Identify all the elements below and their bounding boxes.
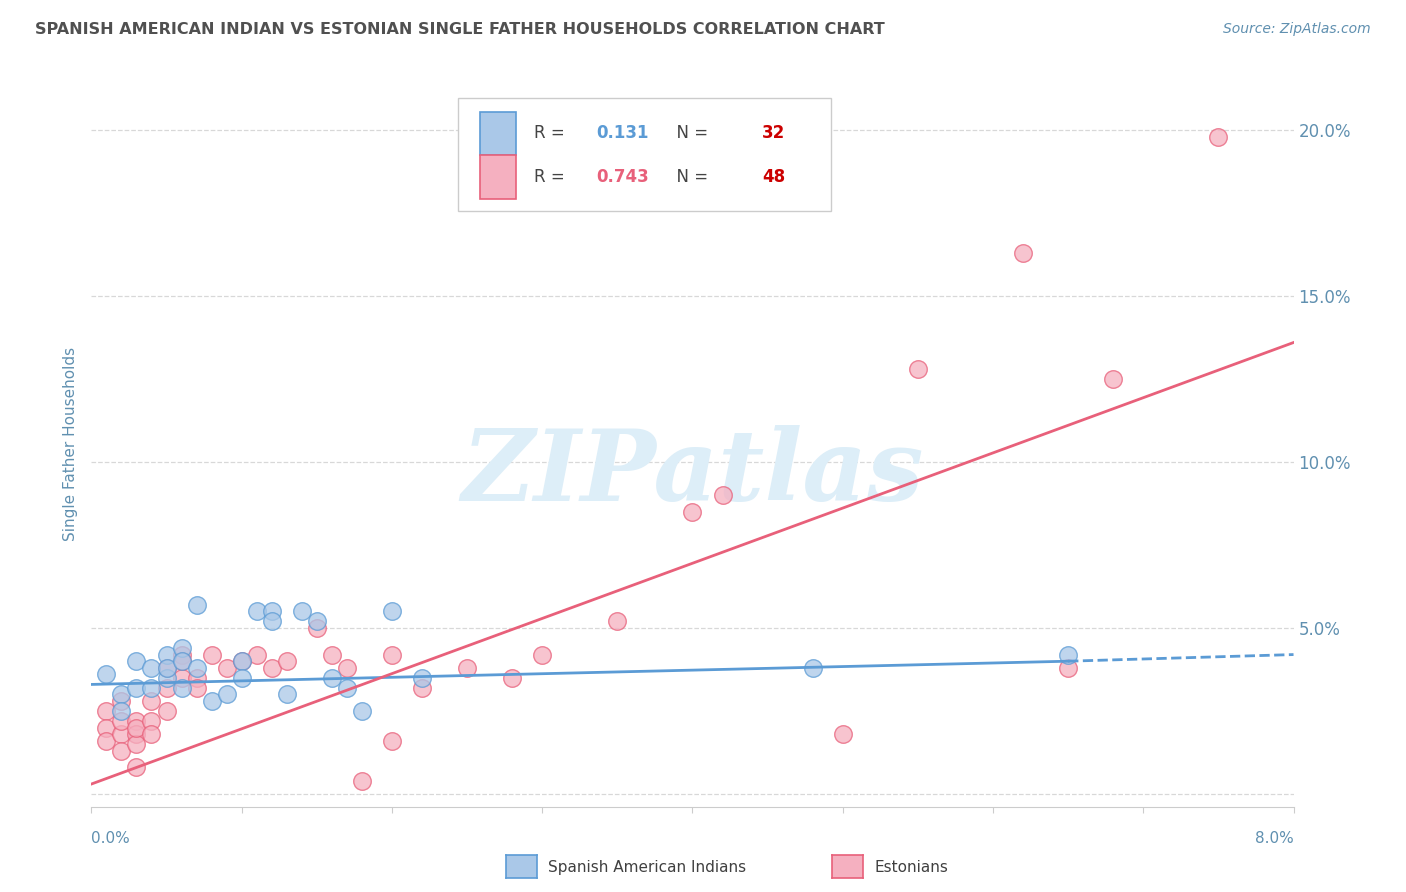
Point [381,604,404,618]
Point [170,648,193,662]
Point [141,714,163,728]
Point [1057,661,1080,675]
Point [260,615,283,629]
Point [350,704,373,718]
Point [606,615,628,629]
Point [125,681,148,695]
Point [276,654,298,668]
Point [801,661,824,675]
Point [110,714,132,728]
Point [456,661,478,675]
Point [186,661,208,675]
Point [1208,129,1230,144]
Text: 0.131: 0.131 [596,124,648,143]
Point [215,661,238,675]
Point [125,727,148,741]
Point [201,648,224,662]
Point [350,773,373,788]
Text: R =: R = [534,168,569,186]
Point [201,694,224,708]
Point [170,654,193,668]
Point [681,505,703,519]
Point [110,687,132,701]
Point [1057,648,1080,662]
Point [186,681,208,695]
Point [321,671,343,685]
Point [155,681,177,695]
Point [96,734,118,748]
Point [501,671,523,685]
Text: N =: N = [666,168,713,186]
Point [125,760,148,774]
Text: Estonians: Estonians [875,860,949,874]
Point [907,362,929,376]
Text: SPANISH AMERICAN INDIAN VS ESTONIAN SINGLE FATHER HOUSEHOLDS CORRELATION CHART: SPANISH AMERICAN INDIAN VS ESTONIAN SING… [35,22,884,37]
Point [305,615,328,629]
Point [231,654,253,668]
Point [1012,246,1035,260]
Point [831,727,853,741]
Text: ZIPatlas: ZIPatlas [461,425,924,521]
Point [155,704,177,718]
Point [186,671,208,685]
Bar [479,112,516,155]
Point [381,734,404,748]
Point [246,648,269,662]
Point [96,721,118,735]
Point [170,681,193,695]
Point [141,681,163,695]
Point [155,661,177,675]
Point [125,654,148,668]
Point [291,604,314,618]
Point [336,681,359,695]
Text: Source: ZipAtlas.com: Source: ZipAtlas.com [1223,22,1371,37]
Point [155,648,177,662]
Point [305,621,328,635]
Point [170,671,193,685]
Point [110,744,132,758]
Point [110,727,132,741]
Point [96,667,118,681]
Point [125,737,148,751]
Point [215,687,238,701]
Point [1102,372,1125,386]
Y-axis label: Single Father Households: Single Father Households [62,347,77,541]
Text: N =: N = [666,124,713,143]
Text: Spanish American Indians: Spanish American Indians [548,860,747,874]
Point [155,661,177,675]
Point [170,654,193,668]
Point [231,671,253,685]
Point [531,648,554,662]
Text: 0.743: 0.743 [596,168,650,186]
Point [411,671,433,685]
Point [141,661,163,675]
Point [321,648,343,662]
Point [110,704,132,718]
Text: 48: 48 [762,168,786,186]
Point [186,598,208,612]
Text: R =: R = [534,124,569,143]
Bar [458,98,831,211]
Point [276,687,298,701]
Point [141,727,163,741]
Point [96,704,118,718]
Point [155,671,177,685]
Point [246,604,269,618]
Point [260,661,283,675]
Point [381,648,404,662]
Point [125,714,148,728]
Bar [479,155,516,199]
Text: 0.0%: 0.0% [91,831,131,846]
Text: 8.0%: 8.0% [1254,831,1294,846]
Point [336,661,359,675]
Point [125,721,148,735]
Point [110,694,132,708]
Point [170,640,193,655]
Text: 32: 32 [762,124,786,143]
Point [231,654,253,668]
Point [260,604,283,618]
Point [411,681,433,695]
Point [141,694,163,708]
Point [711,488,734,502]
